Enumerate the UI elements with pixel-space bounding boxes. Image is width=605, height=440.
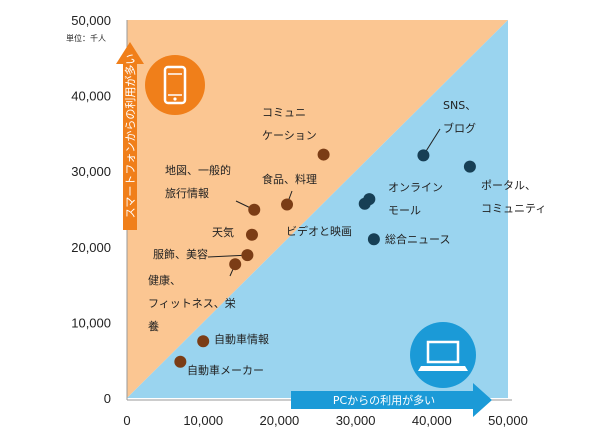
point-label: コミュニティ	[481, 202, 546, 215]
x-tick-label: 30,000	[336, 413, 376, 428]
x-tick-label: 10,000	[183, 413, 223, 428]
y-tick-label: 30,000	[71, 164, 111, 179]
pc-region	[127, 20, 508, 398]
point-label: SNS、	[443, 99, 476, 112]
data-point	[241, 249, 254, 262]
data-point	[248, 203, 261, 216]
point-label: ポータル、	[481, 179, 536, 192]
data-point	[229, 258, 242, 271]
smartphone-arrow: スマートフォンからの利用が多い	[116, 42, 144, 230]
data-point	[174, 355, 187, 368]
x-tick-label: 50,000	[488, 413, 528, 428]
point-label: 養	[148, 319, 159, 333]
point-label: ブログ	[443, 121, 476, 135]
point-label: 天気	[212, 225, 234, 239]
data-point	[245, 228, 258, 241]
point-label: ビデオと映画	[286, 224, 352, 238]
smartphone-icon	[145, 55, 205, 115]
data-point	[417, 149, 430, 162]
smartphone-region-label: スマートフォンからの利用が多い	[123, 54, 137, 219]
data-point	[317, 148, 330, 161]
point-label: 健康、	[148, 273, 181, 287]
x-tick-label: 40,000	[412, 413, 452, 428]
data-point	[463, 160, 476, 173]
data-point	[367, 233, 380, 246]
y-tick-label: 50,000	[71, 13, 111, 28]
data-point	[281, 198, 294, 211]
point-label: オンライン	[388, 181, 443, 194]
point-label: フィットネス、栄	[148, 296, 236, 310]
point-label: 旅行情報	[165, 186, 209, 200]
laptop-icon	[410, 322, 476, 388]
point-label: ケーション	[262, 129, 317, 142]
point-label: 自動車メーカー	[187, 363, 264, 377]
data-point	[358, 197, 371, 210]
pc-region-label: PCからの利用が多い	[333, 393, 435, 407]
point-label: 地図、一般的	[165, 163, 231, 177]
y-tick-label: 40,000	[71, 89, 111, 104]
y-tick-label: 10,000	[71, 315, 111, 330]
data-point	[197, 335, 210, 348]
pc-arrow: PCからの利用が多い	[291, 383, 492, 417]
point-label: コミュニ	[262, 106, 306, 119]
x-tick-label: 20,000	[260, 413, 300, 428]
y-tick-label: 20,000	[71, 240, 111, 255]
x-tick-label: 0	[123, 413, 130, 428]
point-label: 服飾、美容	[153, 247, 208, 261]
point-label: 自動車情報	[214, 332, 269, 346]
point-label: 総合ニュース	[385, 232, 450, 246]
point-label: 食品、料理	[262, 172, 317, 186]
y-tick-label: 0	[104, 391, 111, 406]
point-label: モール	[388, 204, 421, 217]
unit-label: 単位：千人	[66, 33, 106, 43]
